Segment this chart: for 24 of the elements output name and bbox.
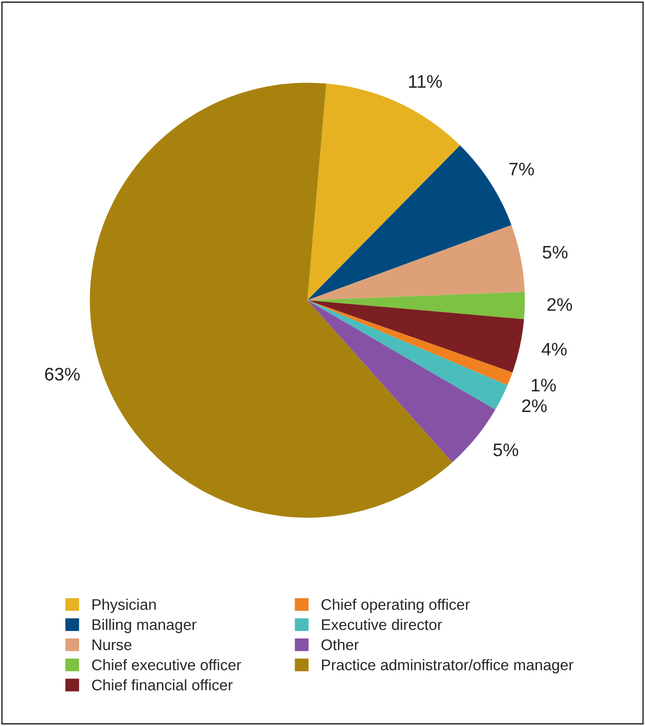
data-label: 7%	[509, 162, 534, 176]
data-label: 2%	[547, 298, 572, 311]
pie-slice	[307, 292, 525, 320]
legend-label: Chief financial officer	[92, 679, 233, 690]
legend-label: Executive director	[322, 618, 442, 630]
legend-label: Physician	[92, 598, 156, 613]
data-label: 11%	[409, 75, 442, 88]
legend-label: Practice administrator/office manager	[322, 659, 574, 674]
data-label: 1%	[532, 378, 556, 392]
pie-slice	[307, 300, 508, 410]
data-label: 4%	[542, 342, 567, 356]
legend-label: Other	[322, 638, 359, 650]
legend-label: Chief operating officer	[322, 598, 470, 613]
legend-label: Nurse	[92, 640, 132, 650]
legend-label: Chief executive officer	[92, 659, 242, 670]
data-label: 2%	[522, 399, 547, 412]
pie-slice	[307, 300, 524, 372]
pie-slice	[307, 300, 512, 386]
legend-label: Billing manager	[92, 618, 196, 634]
data-label: 63%	[45, 368, 80, 381]
data-label: 5%	[542, 246, 568, 259]
pie-slice	[307, 300, 496, 462]
pie-slice	[307, 225, 525, 300]
data-label: 5%	[493, 444, 518, 456]
